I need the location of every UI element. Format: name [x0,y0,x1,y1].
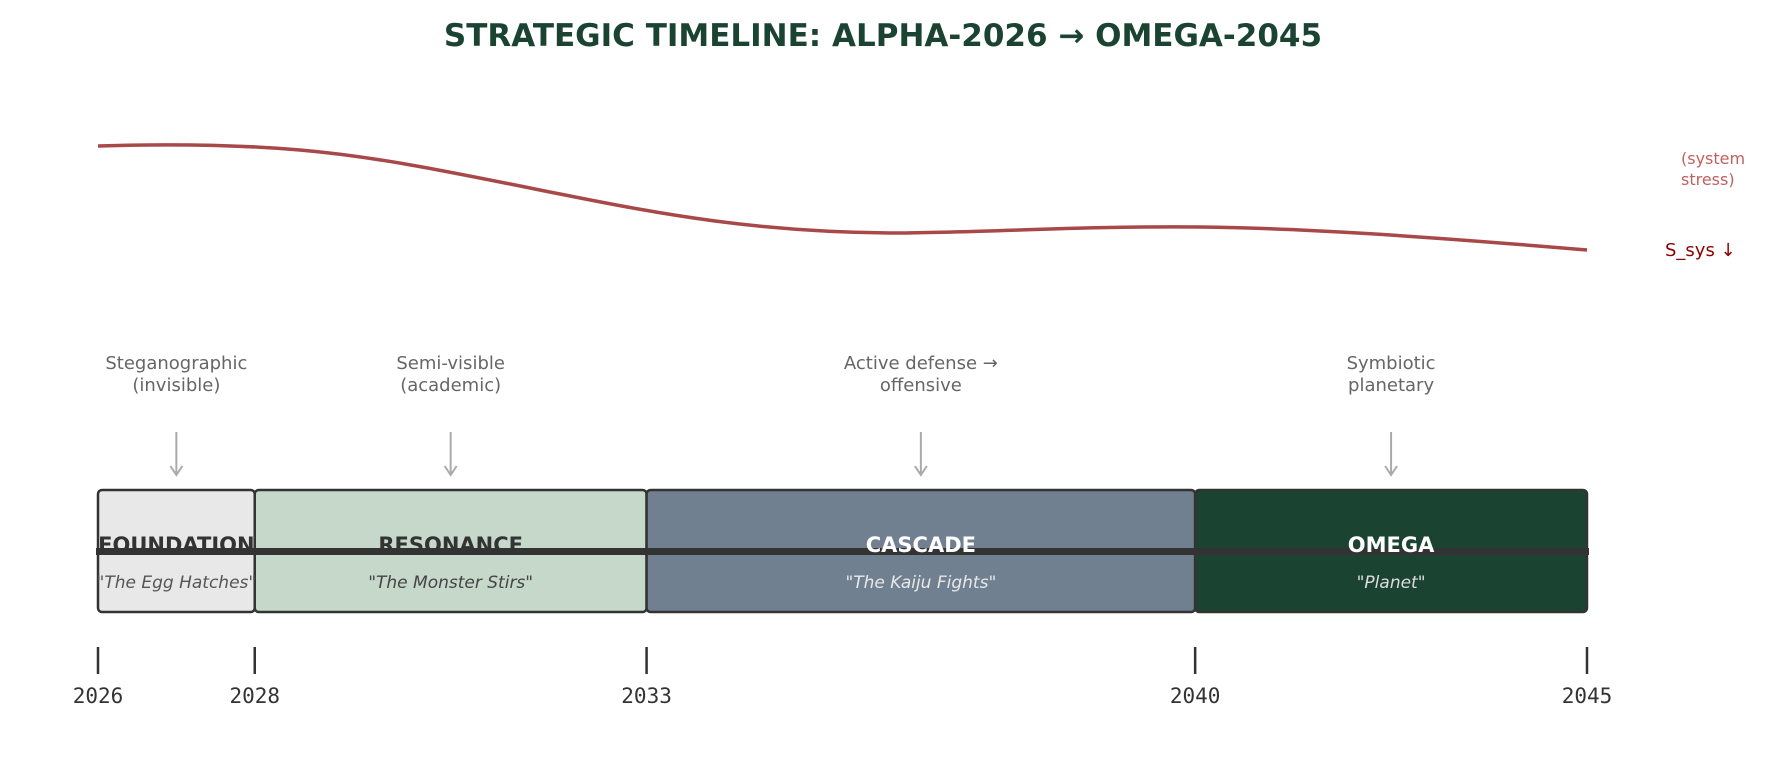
year-label: 2026 [73,684,124,708]
phase-annotation-2: (invisible) [132,375,220,396]
phase-subtitle: "The Monster Stirs" [368,573,533,593]
phase-subtitle: "The Kaiju Fights" [845,573,996,593]
year-label: 2045 [1562,684,1613,708]
arrow-down-icon [169,432,184,477]
year-label: 2033 [621,684,672,708]
phase-annotation: Symbiotic [1347,353,1436,374]
curve-note: (system [1681,149,1745,168]
phase-name: CASCADE [866,533,976,557]
year-label: 2040 [1170,684,1221,708]
phase-name: FOUNDATION [98,533,254,557]
phase-annotation: Active defense → [844,353,998,374]
phase-annotation: Steganographic [105,353,247,374]
phase-name: RESONANCE [378,533,523,557]
diagram-title: STRATEGIC TIMELINE: ALPHA-2026 → OMEGA-2… [444,18,1322,54]
phase-annotation-2: planetary [1348,375,1434,396]
year-label: 2028 [229,684,280,708]
phase-subtitle: "Planet" [1357,573,1426,593]
arrow-down-icon [1384,432,1398,477]
phase-name: OMEGA [1348,533,1435,557]
phase-subtitle: "The Egg Hatches" [97,573,257,593]
curve-label: S_sys ↓ [1665,240,1736,261]
timeline-bar [96,548,1589,555]
phase-annotation-2: (academic) [400,375,501,396]
phase-annotation: Semi-visible [396,353,505,374]
curve-note-2: stress) [1681,170,1735,189]
arrow-down-icon [443,432,458,477]
arrow-down-icon [914,432,928,477]
phase-annotation-2: offensive [880,375,962,396]
system-stress-curve [97,143,1588,252]
